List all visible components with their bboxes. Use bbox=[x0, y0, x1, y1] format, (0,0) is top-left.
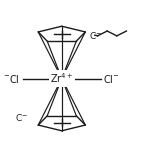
Text: Cl$^{-}$: Cl$^{-}$ bbox=[103, 73, 120, 84]
Text: $^{-}$Cl: $^{-}$Cl bbox=[3, 73, 20, 84]
Text: C$^{-}$: C$^{-}$ bbox=[89, 30, 102, 41]
Text: Zr$^{4+}$: Zr$^{4+}$ bbox=[50, 72, 73, 85]
Text: C$^{-}$: C$^{-}$ bbox=[15, 112, 28, 123]
